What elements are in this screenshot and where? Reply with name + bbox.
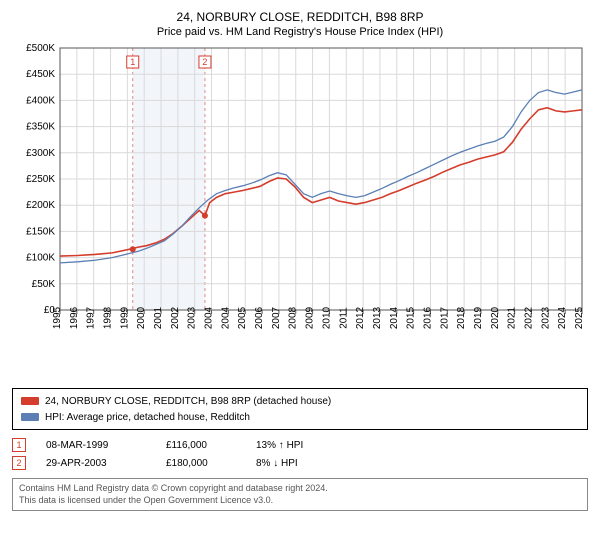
legend-label: 24, NORBURY CLOSE, REDDITCH, B98 8RP (de… [45,396,331,407]
svg-text:2001: 2001 [153,306,164,329]
footer-note: Contains HM Land Registry data © Crown c… [12,478,588,511]
svg-text:1998: 1998 [103,306,114,329]
svg-text:2005: 2005 [237,306,248,329]
marker-delta: 13% ↑ HPI [256,440,326,451]
svg-text:2009: 2009 [305,306,316,329]
marker-id-box: 1 [12,438,26,452]
marker-dot-1 [130,246,136,252]
marker-table: 1 08-MAR-1999 £116,000 13% ↑ HPI 2 29-APR-200… [12,436,588,472]
svg-text:2: 2 [202,57,207,67]
svg-text:2008: 2008 [288,306,299,329]
svg-text:2025: 2025 [574,306,585,329]
svg-text:1: 1 [130,57,135,67]
svg-text:2019: 2019 [473,306,484,329]
marker-dot-2 [202,213,208,219]
footer-line-2: This data is licensed under the Open Gov… [19,495,581,507]
svg-text:£450K: £450K [26,69,55,80]
footer-line-1: Contains HM Land Registry data © Crown c… [19,483,581,495]
marker-date: 08-MAR-1999 [46,440,146,451]
svg-text:2004: 2004 [220,306,231,329]
svg-text:2011: 2011 [338,307,349,329]
svg-text:£500K: £500K [26,44,55,54]
svg-text:2021: 2021 [507,306,518,329]
svg-text:2007: 2007 [271,306,282,329]
svg-text:£200K: £200K [26,200,55,211]
svg-text:2012: 2012 [355,306,366,329]
svg-text:2002: 2002 [170,306,181,329]
svg-text:2018: 2018 [456,306,467,329]
legend: 24, NORBURY CLOSE, REDDITCH, B98 8RP (de… [12,388,588,430]
marker-row: 2 29-APR-2003 £180,000 8% ↓ HPI [12,454,588,472]
legend-swatch [21,413,39,421]
svg-text:2015: 2015 [406,306,417,329]
chart-title: 24, NORBURY CLOSE, REDDITCH, B98 8RP [12,10,588,24]
svg-text:1996: 1996 [69,306,80,329]
svg-text:2000: 2000 [136,306,147,329]
svg-text:2020: 2020 [490,306,501,329]
legend-label: HPI: Average price, detached house, Redd… [45,412,250,423]
svg-text:£250K: £250K [26,174,55,185]
marker-row: 1 08-MAR-1999 £116,000 13% ↑ HPI [12,436,588,454]
svg-text:2013: 2013 [372,306,383,329]
marker-delta: 8% ↓ HPI [256,458,326,469]
svg-text:£350K: £350K [26,122,55,133]
marker-price: £116,000 [166,440,236,451]
svg-text:£300K: £300K [26,148,55,159]
svg-text:2003: 2003 [187,306,198,329]
svg-text:£50K: £50K [32,279,56,290]
svg-text:1997: 1997 [86,306,97,329]
svg-text:1995: 1995 [52,306,63,329]
marker-date: 29-APR-2003 [46,458,146,469]
chart-subtitle: Price paid vs. HM Land Registry's House … [12,26,588,38]
chart-svg: £0£50K£100K£150K£200K£250K£300K£350K£400… [12,44,588,374]
legend-item: 24, NORBURY CLOSE, REDDITCH, B98 8RP (de… [21,393,579,409]
legend-swatch [21,397,39,405]
marker-price: £180,000 [166,458,236,469]
svg-text:2014: 2014 [389,306,400,329]
svg-text:2010: 2010 [321,306,332,329]
svg-text:2023: 2023 [540,306,551,329]
svg-text:2022: 2022 [523,306,534,329]
svg-text:£400K: £400K [26,95,55,106]
svg-text:2006: 2006 [254,306,265,329]
svg-text:2017: 2017 [439,306,450,329]
svg-text:2004: 2004 [204,306,215,329]
legend-item: HPI: Average price, detached house, Redd… [21,409,579,425]
svg-text:1999: 1999 [119,306,130,329]
svg-text:£150K: £150K [26,226,55,237]
svg-text:2016: 2016 [422,306,433,329]
line-chart: £0£50K£100K£150K£200K£250K£300K£350K£400… [12,44,588,374]
svg-text:£100K: £100K [26,253,55,264]
svg-text:2024: 2024 [557,306,568,329]
marker-id-box: 2 [12,456,26,470]
